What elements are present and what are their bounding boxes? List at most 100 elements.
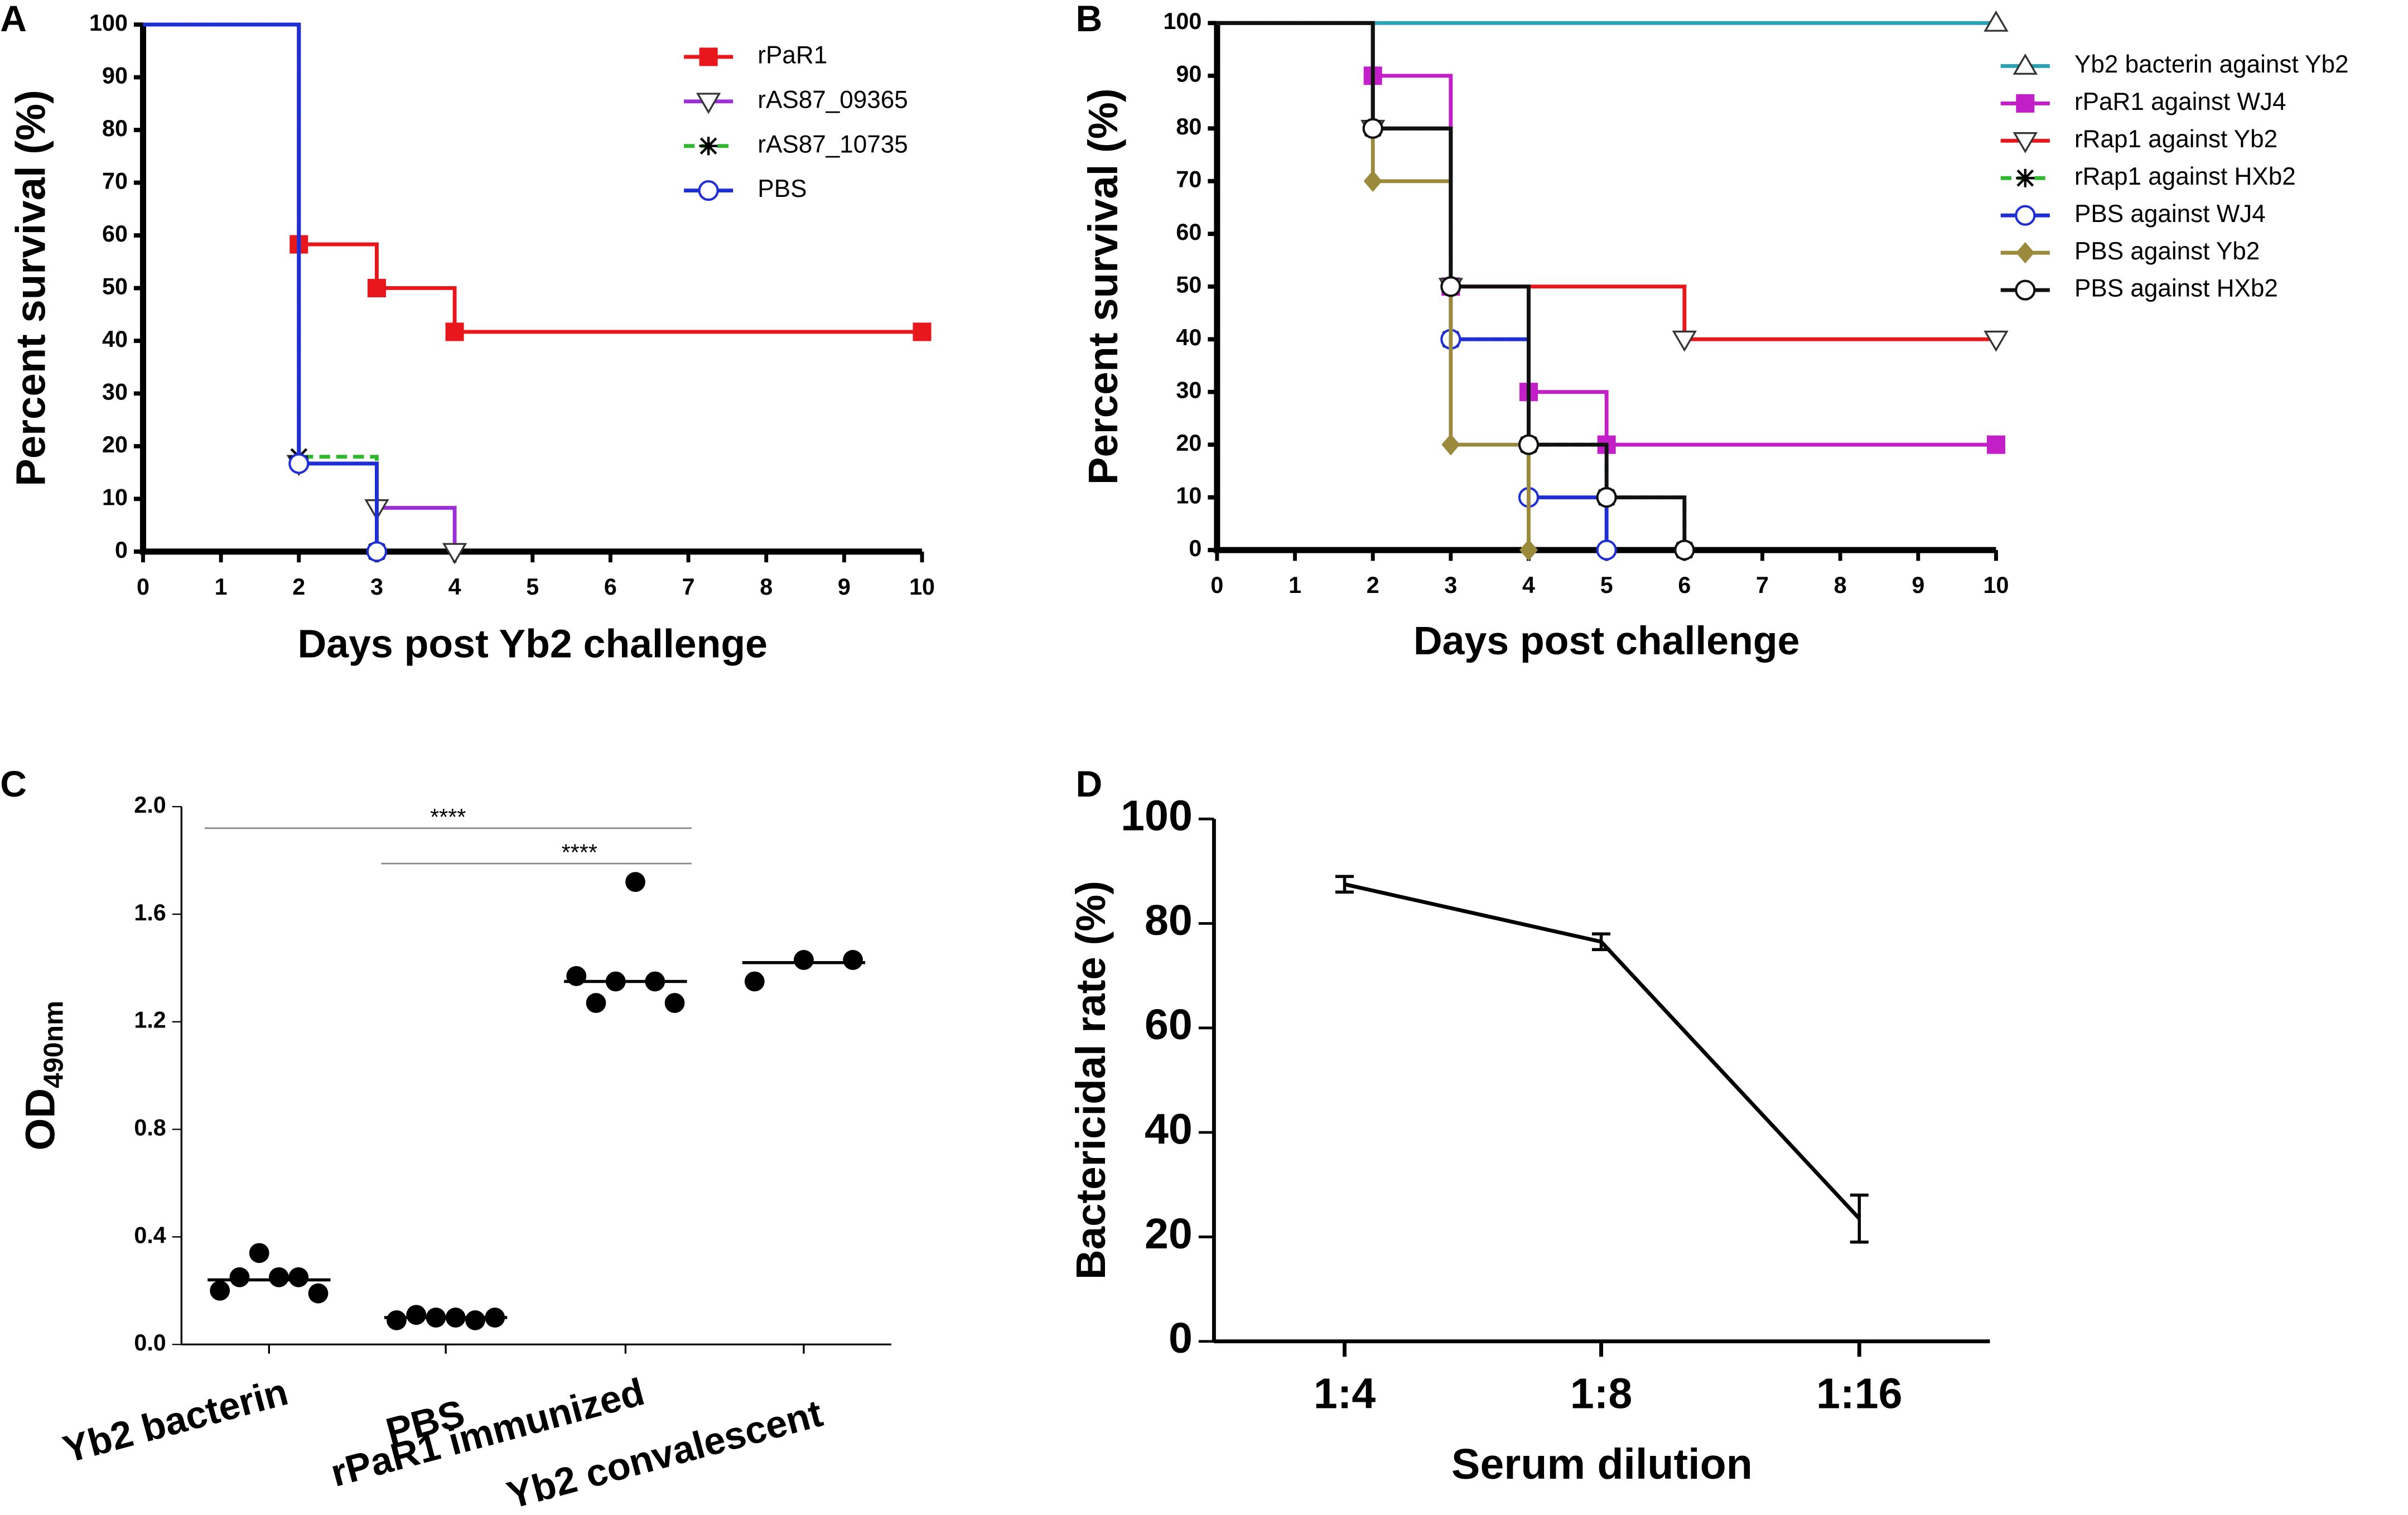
marker [2013,132,2038,153]
y-tick-label: 40 [102,326,128,352]
y-tick-label: 40 [1145,1105,1193,1153]
marker [1362,118,1383,139]
y-axis-label: Bactericidal rate (%) [1068,881,1114,1280]
x-tick-label: 2 [292,574,305,600]
y-tick-label: 30 [102,379,128,404]
x-axis-label: Days post challenge [1413,619,1799,663]
marker [913,322,932,341]
data-point [843,950,863,970]
x-tick-label: 5 [1600,572,1613,598]
y-axis-label: Percent survival (%) [8,90,54,486]
x-tick-label: 9 [838,574,851,600]
x-tick-label: 1:8 [1570,1369,1632,1417]
y-tick-label: 0 [115,537,128,563]
x-tick-label: 4 [1522,572,1535,598]
marker [2015,205,2036,226]
data-point [794,950,814,970]
marker [1440,276,1461,297]
marker [1441,433,1460,456]
x-tick-label: 9 [1912,572,1924,598]
x-tick-label: 8 [1834,572,1847,598]
y-tick-label: 90 [102,62,128,88]
legend-label: PBS against Yb2 [2074,238,2260,265]
y-tick-label: 50 [102,273,128,299]
y-tick-label: 70 [102,168,128,194]
data-point [566,966,587,986]
y-tick-label: 70 [1176,167,1201,192]
marker [699,47,718,66]
marker [1984,330,2009,352]
marker [366,541,388,562]
marker [2013,53,2038,75]
x-axis-label: Days post Yb2 challenge [298,622,768,667]
data-point [249,1243,269,1263]
marker [1984,10,2009,32]
x-tick-label: 5 [526,574,539,600]
marker [1596,539,1617,561]
y-tick-label: 50 [1176,272,1201,298]
x-tick-label: 1 [1289,572,1301,598]
marker [1363,170,1382,192]
y-tick-label: 20 [1145,1210,1193,1258]
x-tick-label: 6 [604,574,617,600]
data-point [308,1283,329,1304]
data-point [387,1310,407,1330]
y-tick-label: 100 [1121,792,1193,840]
y-tick-label: 1.6 [134,900,166,925]
marker [2016,94,2035,113]
survival-line [1217,21,1996,447]
y-axis-label-sub: 490nm [38,1001,69,1088]
y-tick-label: 20 [102,432,128,457]
legend-label: PBS against HXb2 [2074,275,2278,302]
x-tick-label: 4 [448,574,461,600]
y-tick-label: 0 [1169,1314,1193,1362]
x-tick-label: 10 [909,574,935,600]
data-point [465,1310,485,1330]
y-tick-label: 1.2 [134,1007,166,1033]
marker [1596,487,1617,508]
survival-line [1217,21,1687,551]
legend-label: rPaR1 against WJ4 [2074,88,2286,115]
marker [1986,435,2006,454]
error-bar [1335,875,1354,894]
y-tick-label: 0.0 [134,1330,166,1355]
data-point [406,1305,427,1325]
x-tick-label: 6 [1678,572,1691,598]
x-tick-label: 8 [760,574,773,600]
x-tick-label: 7 [1756,572,1769,598]
y-tick-label: 20 [1176,430,1201,456]
y-tick-label: 0.4 [134,1222,166,1248]
marker [699,137,718,156]
data-point [288,1267,309,1287]
marker [2016,168,2035,187]
survival-line [1217,21,1996,341]
survival-line [143,22,379,552]
x-tick-label: 1:16 [1816,1369,1902,1417]
data-point [229,1267,250,1287]
y-tick-label: 0 [1189,535,1201,561]
data-point [586,993,606,1013]
data-point [744,971,765,992]
y-tick-label: 10 [102,484,128,510]
legend-label: rPaR1 [757,42,827,69]
x-tick-label: Yb2 bacterin [59,1370,292,1471]
data-point [269,1267,289,1287]
x-tick-label: 0 [137,574,149,600]
panel-label: A [0,0,27,40]
x-tick-label: 7 [682,574,695,600]
x-axis-label: Serum dilution [1451,1440,1753,1488]
y-tick-label: 100 [89,10,128,36]
y-tick-label: 60 [1145,1001,1193,1049]
marker [442,543,467,564]
panel-label: C [0,764,27,805]
legend-label: PBS [757,175,807,202]
y-tick-label: 0.8 [134,1115,166,1141]
marker [445,322,464,341]
marker [1518,434,1540,455]
data-line [1344,882,1861,1220]
significance-label: **** [430,804,466,830]
y-tick-label: 2.0 [134,792,166,818]
legend-label: rAS87_10735 [757,131,908,158]
x-tick-label: 3 [1444,572,1457,598]
